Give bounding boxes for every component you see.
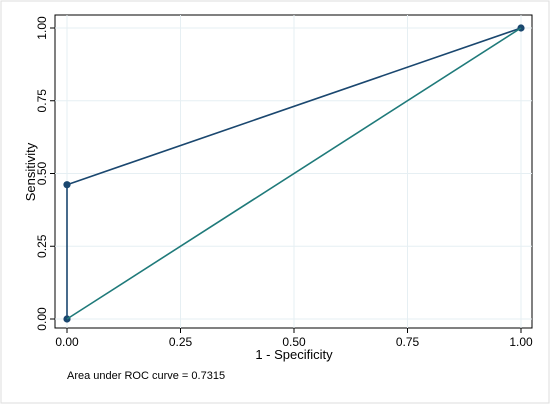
x-axis-title: 1 - Specificity bbox=[255, 347, 333, 362]
auc-note: Area under ROC curve = 0.7315 bbox=[67, 370, 225, 382]
x-tick-label: 0.00 bbox=[55, 335, 79, 349]
x-tick-label: 0.50 bbox=[282, 335, 306, 349]
y-tick-label: 1.00 bbox=[35, 16, 49, 40]
axes: 0.00 0.25 0.50 0.75 1.00 0.00 0.25 0.50 0.75 1.00 bbox=[35, 16, 533, 349]
y-tick-label: 0.75 bbox=[35, 89, 49, 113]
y-tick-label: 0.25 bbox=[35, 234, 49, 258]
x-tick-label: 0.75 bbox=[396, 335, 420, 349]
series bbox=[63, 24, 525, 323]
reference-line bbox=[66, 27, 522, 320]
x-tick-label: 1.00 bbox=[509, 335, 533, 349]
y-axis-title: Sensitivity bbox=[23, 142, 38, 201]
grid bbox=[55, 15, 532, 328]
y-tick-label: 0.00 bbox=[35, 307, 49, 331]
roc-point bbox=[63, 181, 71, 189]
y-tick-label: 0.50 bbox=[35, 161, 49, 185]
x-tick-label: 0.25 bbox=[169, 335, 193, 349]
